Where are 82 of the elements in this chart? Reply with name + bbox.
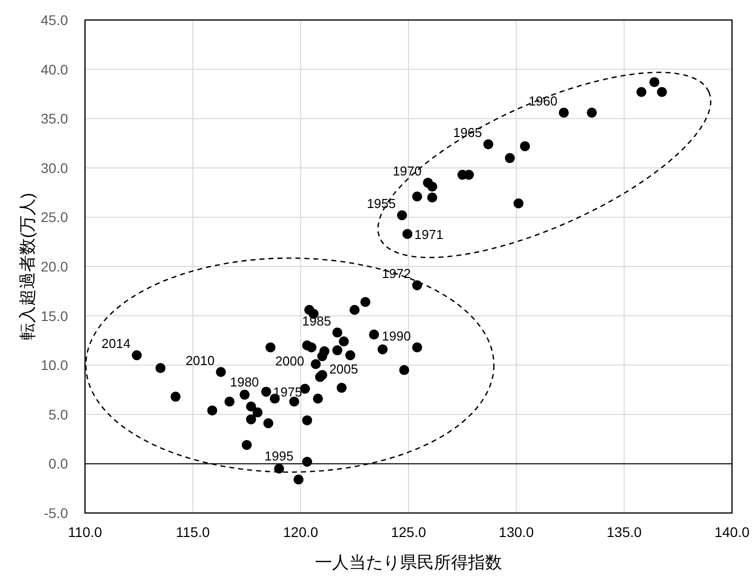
point [402, 228, 412, 239]
point [332, 345, 342, 356]
point [636, 86, 646, 97]
point [224, 396, 234, 407]
point [520, 141, 530, 152]
annotation: 2010 [186, 353, 215, 368]
y-tick-label: 30.0 [40, 160, 68, 176]
y-tick-label: 10.0 [40, 357, 68, 374]
annotation: 1955 [366, 196, 396, 212]
point [483, 139, 494, 150]
point [263, 418, 274, 428]
point [302, 415, 312, 426]
y-tick-label: 0.0 [48, 456, 68, 472]
y-tick-label: 40.0 [40, 61, 68, 78]
point [412, 280, 422, 290]
point [155, 363, 166, 374]
point [246, 414, 256, 424]
point [412, 191, 422, 202]
point [332, 328, 342, 338]
point [336, 382, 347, 393]
point [312, 394, 323, 404]
y-axis-title: 転入超過者数(万人) [18, 192, 37, 340]
x-axis-title: 一人当たり県民所得指数 [315, 553, 502, 572]
y-tick-label: -5.0 [44, 505, 68, 521]
annotation: 1990 [382, 328, 411, 344]
point [397, 210, 408, 220]
annotation: 1960 [528, 94, 558, 109]
annotation: 2000 [275, 353, 304, 368]
point [317, 351, 328, 362]
point [399, 365, 410, 376]
annotation: 1995 [264, 448, 294, 464]
x-tick-label: 125.0 [390, 524, 426, 540]
point [289, 396, 300, 407]
point [246, 402, 256, 412]
annotation: 2014 [102, 336, 130, 352]
annotation: 1970 [392, 164, 422, 179]
point [261, 386, 272, 397]
x-tick-label: 130.0 [498, 524, 534, 540]
point [240, 390, 250, 400]
y-tick-label: 25.0 [40, 209, 68, 226]
point [350, 304, 360, 315]
point [338, 336, 349, 346]
y-tick-label: 45.0 [40, 12, 68, 28]
point [170, 392, 181, 402]
point [586, 108, 597, 118]
point [252, 407, 263, 418]
point [242, 440, 252, 450]
annotation: 1971 [414, 226, 444, 242]
point [132, 350, 142, 360]
annotation: 1972 [382, 266, 411, 282]
point [427, 192, 438, 202]
x-tick-label: 140.0 [714, 524, 750, 540]
x-tick-label: 120.0 [283, 524, 318, 540]
point [310, 359, 321, 370]
y-tick-label: 35.0 [40, 110, 68, 127]
point [427, 182, 438, 192]
point [649, 77, 660, 88]
point [412, 342, 422, 352]
point [656, 86, 667, 97]
point [274, 464, 284, 474]
point [216, 367, 226, 377]
point [378, 344, 388, 354]
y-tick-label: 15.0 [40, 308, 68, 324]
point [294, 474, 304, 484]
point [504, 153, 515, 164]
point [207, 405, 218, 416]
y-tick-label: 5.0 [48, 406, 68, 422]
point [265, 342, 276, 352]
point [360, 296, 370, 307]
point [513, 198, 524, 208]
point [558, 108, 569, 118]
annotation: 1965 [453, 125, 482, 140]
point [302, 456, 312, 467]
x-tick-label: 115.0 [176, 524, 210, 540]
annotation: 2005 [329, 361, 358, 376]
annotation: 1980 [230, 374, 259, 390]
point [306, 342, 316, 352]
y-tick-label: 20.0 [40, 258, 68, 274]
point [368, 330, 379, 340]
x-tick-label: 135.0 [606, 524, 642, 540]
x-tick-label: 110.0 [68, 524, 102, 540]
point [345, 350, 356, 360]
